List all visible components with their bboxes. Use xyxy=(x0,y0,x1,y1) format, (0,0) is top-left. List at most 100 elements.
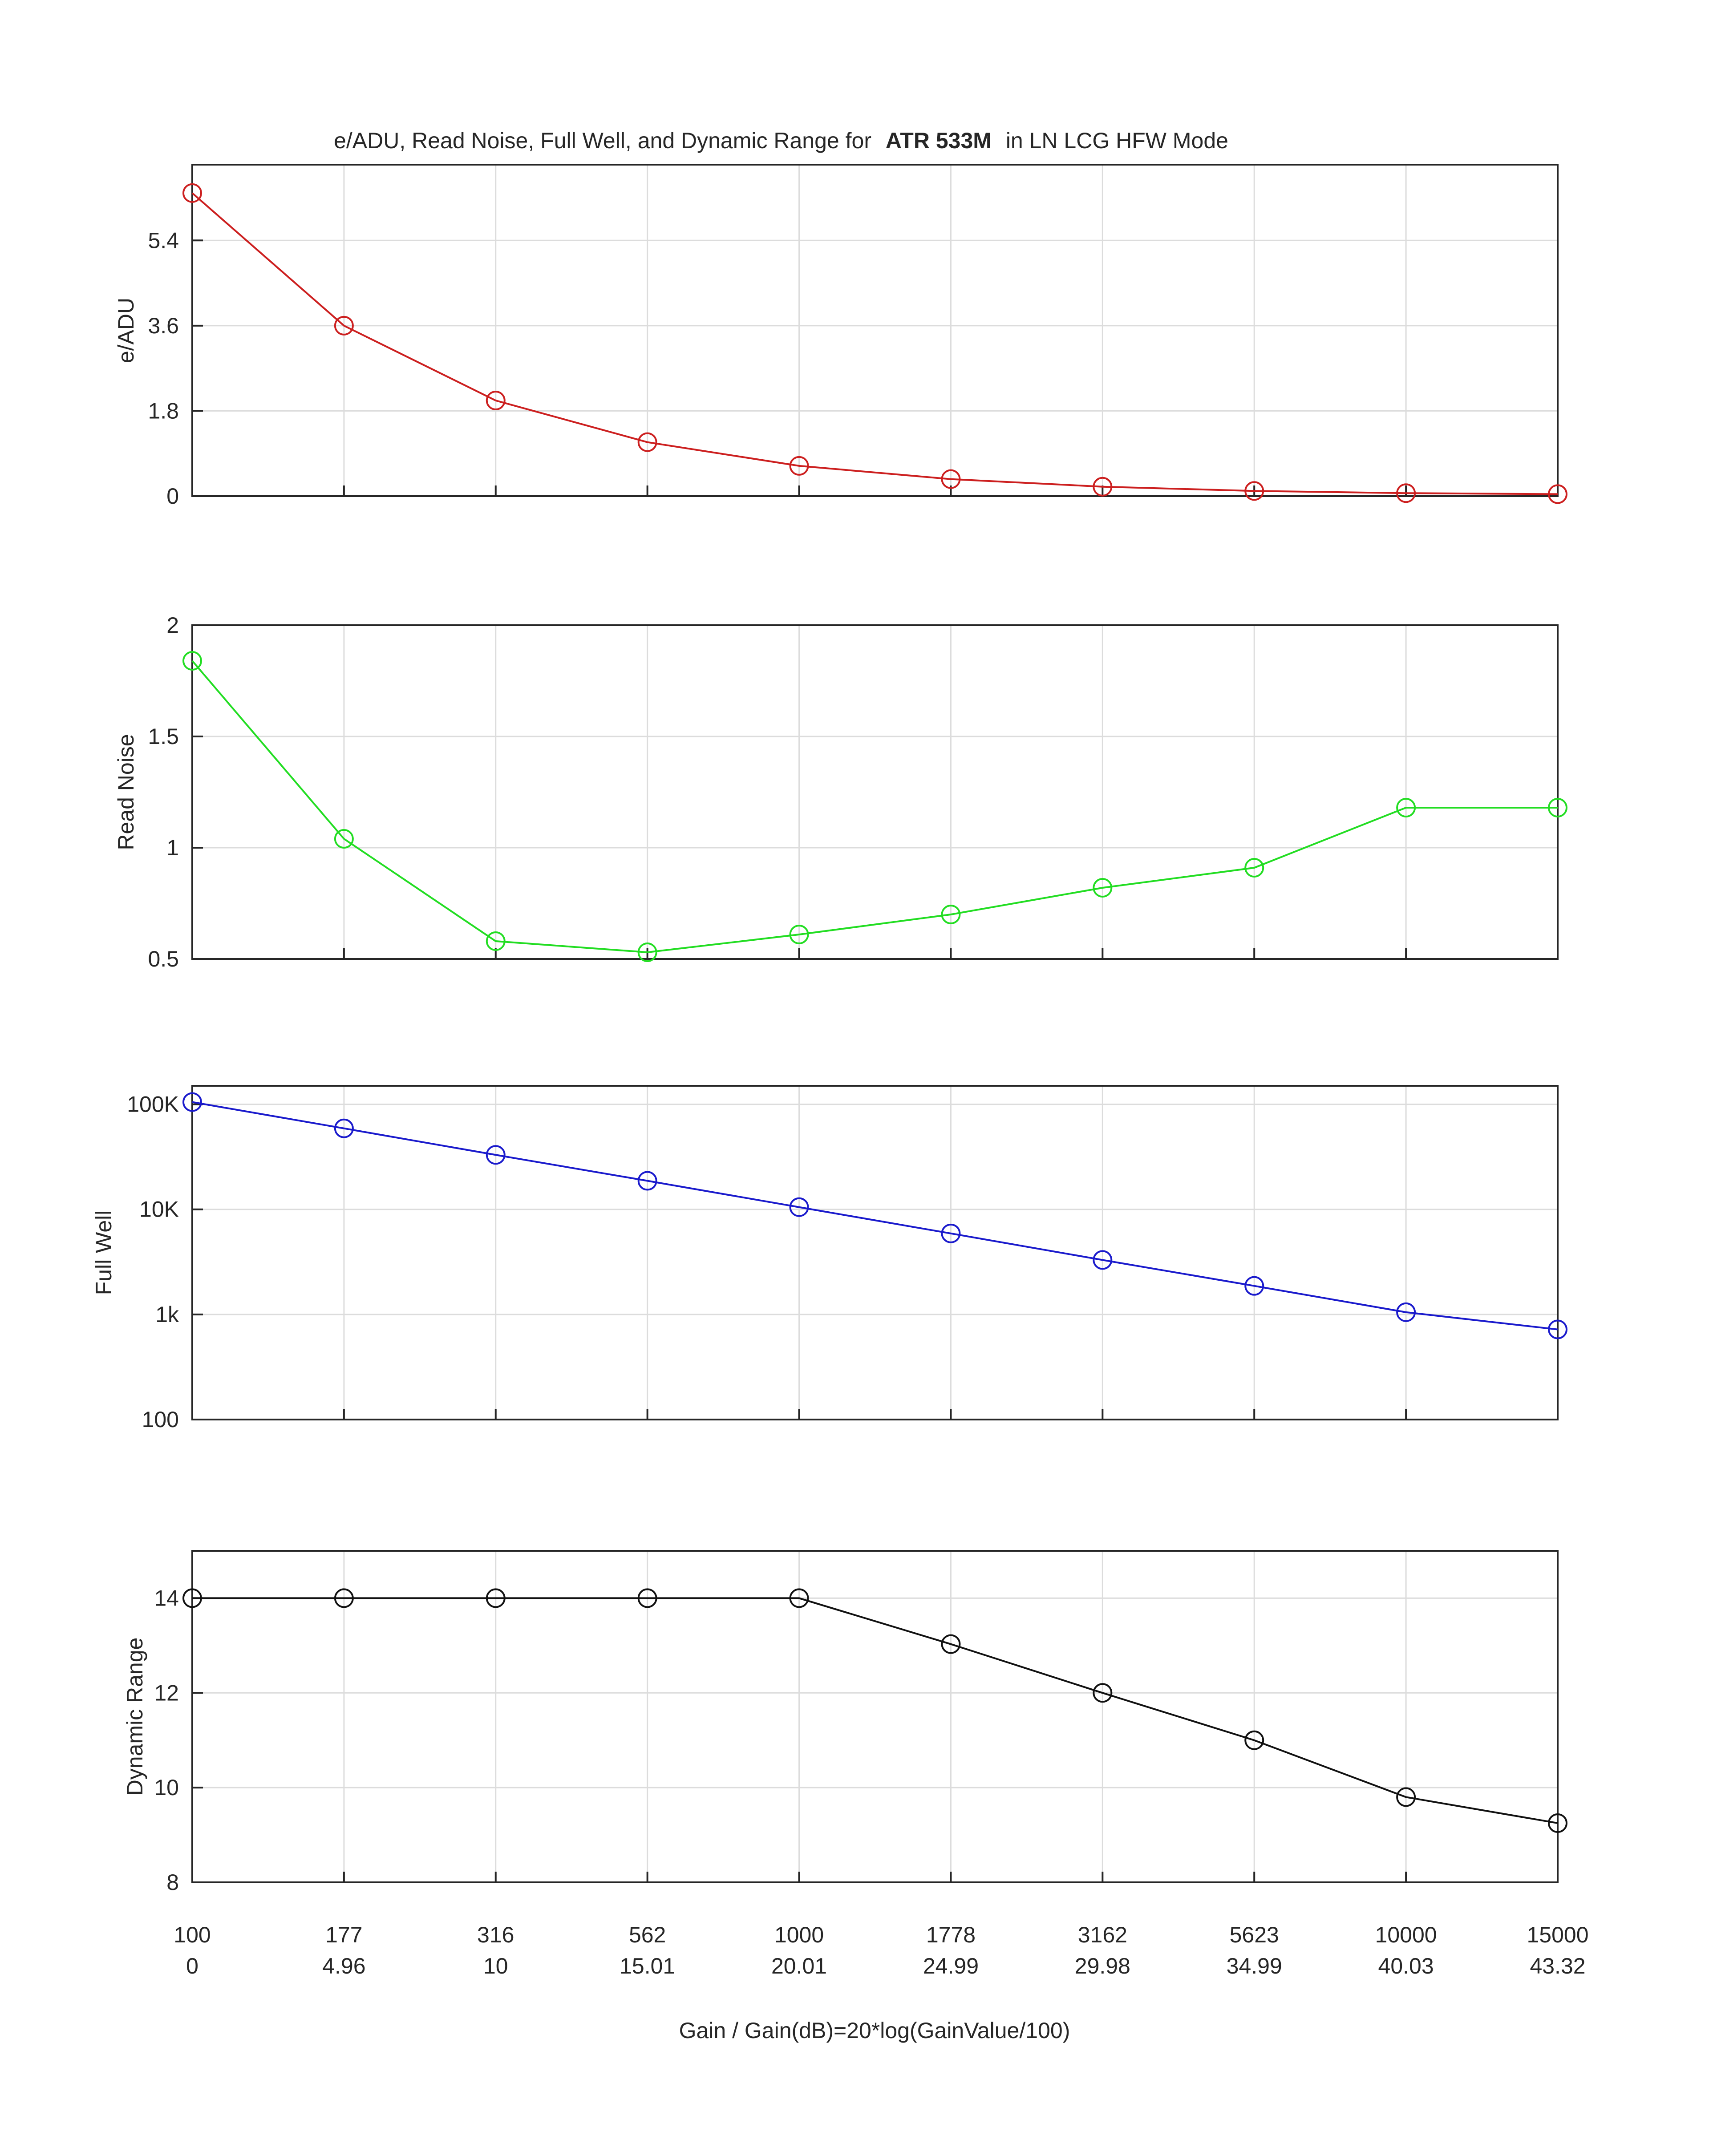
data-point-eadu xyxy=(1548,484,1567,504)
data-point-eadu xyxy=(1396,483,1416,503)
y-axis-label-full_well: Full Well xyxy=(91,1210,116,1295)
chart-title-main: e/ADU, Read Noise, Full Well, and Dynami… xyxy=(334,128,871,153)
x-tick-label-gain: 1778 xyxy=(926,1922,976,1947)
data-point-read_noise xyxy=(182,651,202,671)
y-axis-label-dynamic_range: Dynamic Range xyxy=(122,1638,147,1796)
data-point-full_well xyxy=(1396,1302,1416,1322)
x-tick-label-gain: 1000 xyxy=(774,1922,824,1947)
x-tick-label-gain: 5623 xyxy=(1230,1922,1279,1947)
data-point-read_noise xyxy=(486,931,506,951)
plot-frame xyxy=(191,164,1559,497)
data-point-eadu xyxy=(486,391,506,411)
y-tick-label: 100 xyxy=(142,1407,179,1432)
series-line-full_well xyxy=(192,1101,1558,1331)
y-tick-label: 0.5 xyxy=(148,947,179,971)
chart-title: e/ADU, Read Noise, Full Well, and Dynami… xyxy=(334,128,1228,153)
x-tick-label-gain: 10000 xyxy=(1375,1922,1437,1947)
data-point-eadu xyxy=(182,183,202,203)
x-tick-label-gain: 316 xyxy=(477,1922,514,1947)
y-tick-label: 1k xyxy=(155,1302,179,1327)
x-tick-label-db: 40.03 xyxy=(1378,1954,1434,1978)
data-point-read_noise xyxy=(1396,798,1416,817)
data-point-read_noise xyxy=(1244,858,1264,878)
y-tick-label: 3.6 xyxy=(148,313,179,338)
data-point-full_well xyxy=(182,1092,202,1112)
data-point-read_noise xyxy=(334,829,354,849)
data-point-eadu xyxy=(637,432,657,452)
y-tick-label: 1.8 xyxy=(148,398,179,423)
y-tick-label: 12 xyxy=(154,1680,179,1705)
data-point-dynamic_range xyxy=(637,1588,657,1608)
data-point-eadu xyxy=(1093,477,1113,497)
data-point-eadu xyxy=(334,316,354,336)
data-point-read_noise xyxy=(637,942,657,962)
data-point-read_noise xyxy=(941,905,961,924)
x-tick-label-db: 29.98 xyxy=(1075,1954,1130,1978)
x-tick-label-gain: 3162 xyxy=(1078,1922,1127,1947)
data-point-dynamic_range xyxy=(1093,1683,1113,1703)
y-tick-label: 10 xyxy=(154,1775,179,1800)
data-point-eadu xyxy=(941,469,961,489)
chart-title-mode: in LN LCG HFW Mode xyxy=(1006,128,1228,153)
x-tick-label-db: 10 xyxy=(483,1954,508,1978)
data-point-full_well xyxy=(1093,1250,1113,1270)
data-point-full_well xyxy=(486,1145,506,1165)
x-tick-label-db: 4.96 xyxy=(322,1954,365,1978)
series-line-read_noise xyxy=(191,660,1558,954)
plot-frame xyxy=(191,1550,1559,1883)
y-tick-label: 14 xyxy=(154,1586,179,1610)
x-tick-label-db: 24.99 xyxy=(923,1954,979,1978)
data-point-eadu xyxy=(1244,481,1264,501)
y-tick-label: 1.5 xyxy=(148,724,179,749)
chart-title-model: ATR 533M xyxy=(886,128,992,153)
data-point-full_well xyxy=(789,1197,809,1217)
x-axis-label: Gain / Gain(dB)=20*log(GainValue/100) xyxy=(679,2018,1070,2043)
data-point-full_well xyxy=(1244,1276,1264,1296)
y-tick-label: 1 xyxy=(166,835,179,860)
data-point-dynamic_range xyxy=(1548,1813,1567,1833)
plot-frame xyxy=(191,624,1559,960)
y-axis-label-read_noise: Read Noise xyxy=(113,734,138,850)
data-point-dynamic_range xyxy=(1244,1730,1264,1750)
y-tick-label: 100K xyxy=(127,1092,179,1117)
data-point-read_noise xyxy=(1093,878,1113,898)
subplot-read_noise: 0.5 1 1.5 2 Read Noise xyxy=(113,613,1567,971)
x-tick-label-db: 43.32 xyxy=(1530,1954,1585,1978)
subplot-eadu: 0 1.8 3.6 5.4 e/ADU xyxy=(113,164,1567,509)
y-tick-label: 5.4 xyxy=(148,228,179,253)
x-tick-label-gain: 177 xyxy=(325,1922,362,1947)
data-point-dynamic_range xyxy=(486,1588,506,1608)
data-point-read_noise xyxy=(1548,798,1567,817)
data-point-dynamic_range xyxy=(941,1634,961,1654)
y-tick-label: 0 xyxy=(166,484,179,509)
x-tick-label-db: 0 xyxy=(186,1954,198,1978)
x-tick-label-gain: 562 xyxy=(629,1922,666,1947)
y-axis-label-eadu: e/ADU xyxy=(113,298,138,363)
data-point-full_well xyxy=(637,1171,657,1191)
series-line-eadu xyxy=(191,192,1558,495)
x-tick-label-db: 20.01 xyxy=(771,1954,827,1978)
data-point-dynamic_range xyxy=(789,1588,809,1608)
subplot-full_well: 100 1k 10K 100K Full Well xyxy=(91,1085,1567,1432)
data-point-full_well xyxy=(334,1118,354,1138)
y-tick-label: 8 xyxy=(166,1870,179,1895)
data-point-eadu xyxy=(789,456,809,476)
data-point-dynamic_range xyxy=(334,1588,354,1608)
x-tick-label-gain: 100 xyxy=(174,1922,211,1947)
x-tick-labels: 10001774.963161056215.01100020.01177824.… xyxy=(174,1922,1588,1978)
y-tick-label: 2 xyxy=(166,613,179,638)
subplot-dynamic_range: 8 10 12 14 Dynamic Range xyxy=(122,1550,1567,1895)
plot-frame xyxy=(191,1085,1559,1420)
x-tick-label-db: 34.99 xyxy=(1227,1954,1282,1978)
y-tick-label: 10K xyxy=(139,1197,179,1222)
data-point-full_well xyxy=(1548,1319,1567,1339)
data-point-dynamic_range xyxy=(182,1588,202,1608)
x-tick-label-db: 15.01 xyxy=(620,1954,675,1978)
x-tick-label-gain: 15000 xyxy=(1527,1922,1588,1947)
data-point-full_well xyxy=(941,1223,961,1243)
series-line-dynamic_range xyxy=(192,1597,1558,1824)
data-point-read_noise xyxy=(789,925,809,944)
data-point-dynamic_range xyxy=(1396,1787,1416,1807)
